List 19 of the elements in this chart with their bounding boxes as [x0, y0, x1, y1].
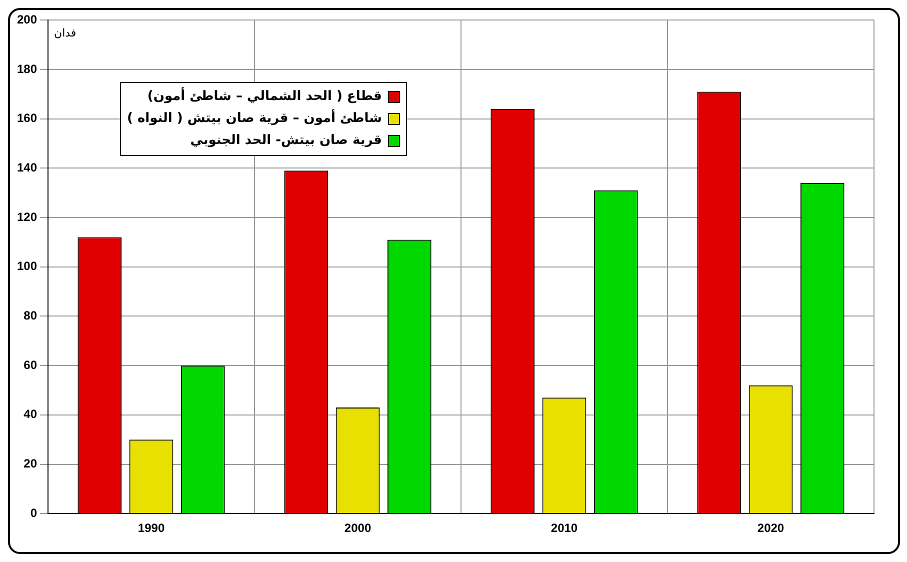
y-tick-label: 140 [16, 160, 38, 175]
y-tick-label: 60 [24, 358, 38, 372]
x-tick-label: 2020 [757, 521, 784, 536]
y-axis-title: فدان [54, 26, 76, 40]
y-tick-label: 80 [24, 308, 38, 323]
y-tick-label: 200 [16, 12, 38, 27]
legend-label: قرية صان بيتش- الحد الجنوبي [190, 132, 382, 150]
y-tick-label: 0 [30, 506, 38, 520]
y-tick-label: 40 [24, 407, 38, 422]
x-tick-label: 2010 [550, 521, 578, 536]
y-tick-label: 180 [16, 62, 38, 76]
y-tick-label: 20 [24, 456, 38, 471]
legend-label: شاطئ أمون – قرية صان بيتش ( النواه ) [127, 108, 382, 128]
y-tick-label: 120 [16, 210, 38, 224]
x-tick-label: 1990 [138, 521, 165, 536]
x-tick-label: 2000 [344, 521, 372, 536]
y-tick-label: 160 [16, 111, 38, 126]
legend-label: قطاع ( الحد الشمالي – شاطئ أمون) [147, 86, 382, 106]
y-tick-label: 100 [16, 259, 38, 274]
